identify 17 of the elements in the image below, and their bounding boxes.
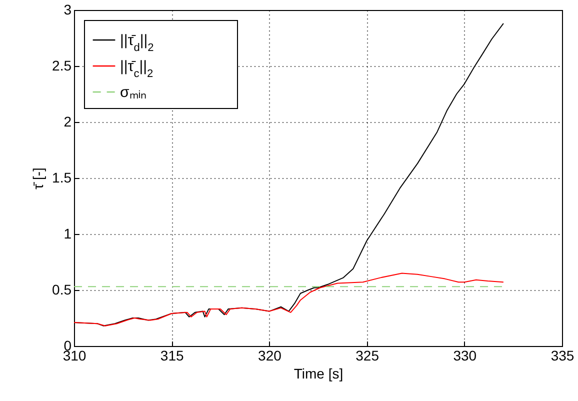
x-tick-label: 330 xyxy=(453,348,477,364)
y-tick-label: 0.5 xyxy=(52,282,72,298)
x-tick-label: 315 xyxy=(160,348,184,364)
x-tick-label: 335 xyxy=(550,348,574,364)
legend-label: ||τ̄$_{d}$||$_{2}$ xyxy=(120,32,154,54)
legend-label: ||τ̄$_{c}$||$_{2}$ xyxy=(120,58,154,80)
x-axis-title: Time [s] xyxy=(294,366,344,382)
x-tick-label: 325 xyxy=(356,348,380,364)
y-tick-label: 1 xyxy=(64,226,72,242)
y-axis-title: τ̄ [-] xyxy=(30,168,46,190)
line-series xyxy=(74,272,504,326)
x-tick-label: 320 xyxy=(258,348,282,364)
y-tick-label: 1.5 xyxy=(52,170,72,186)
y-tick-label: 2.5 xyxy=(52,58,72,74)
y-tick-label: 3 xyxy=(64,2,72,18)
legend-label: σₘᵢₙ xyxy=(120,84,147,101)
y-tick-label: 2 xyxy=(64,114,72,130)
